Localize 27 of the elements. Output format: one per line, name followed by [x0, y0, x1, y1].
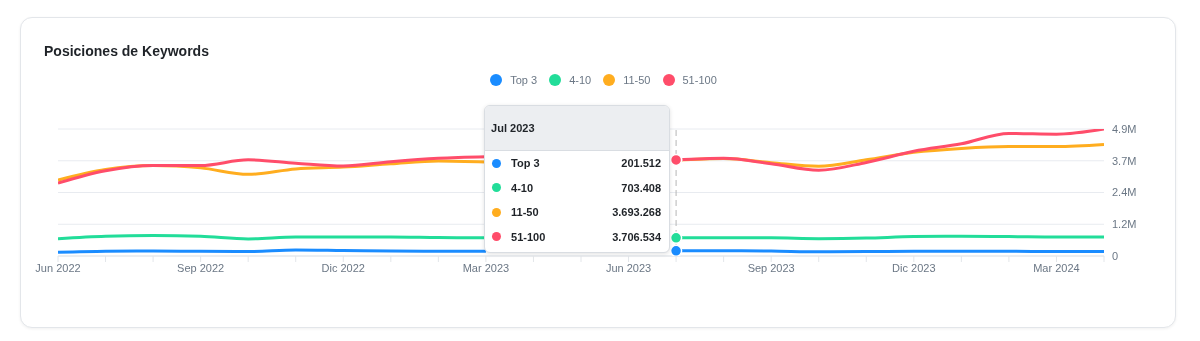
y-tick-label: 0 — [1112, 249, 1119, 262]
y-tick-label: 1.2M — [1112, 218, 1137, 231]
x-tick-label: Dic 2022 — [321, 261, 365, 274]
x-tick-label: Mar 2024 — [1033, 261, 1080, 274]
legend-label: Top 3 — [511, 157, 541, 170]
annotation: Jul 2023 — [485, 106, 670, 151]
x-tick-label: Sep 2022 — [177, 261, 225, 274]
x-tick-label: Dic 2023 — [892, 261, 936, 274]
annotation: 703.408 — [621, 181, 662, 194]
annotation: 201.512 — [621, 157, 662, 170]
chart-title: Posiciones de Keywords — [44, 43, 209, 59]
legend-label: 11-50 — [511, 206, 540, 219]
text: Top 3 — [510, 74, 538, 86]
y-tick-label: 4.9M — [1112, 122, 1137, 135]
x-tick-label: Jun 2023 — [605, 261, 652, 274]
x-tick-label: Jun 2022 — [35, 261, 81, 274]
y-tick-label: 3.7M — [1112, 154, 1137, 167]
text: 11-50 — [623, 74, 651, 86]
x-tick-label: Mar 2023 — [462, 261, 510, 274]
legend-label: 51-100 — [681, 74, 717, 86]
x-tick-label: Sep 2023 — [747, 261, 795, 274]
legend-label: 4-10 — [511, 181, 535, 194]
text: 51-100 — [511, 230, 546, 243]
annotation: 3.706.534 — [612, 230, 662, 243]
text: 4-10 — [569, 74, 592, 86]
y-tick-label: 2.4M — [1112, 186, 1137, 199]
annotation: 3.693.268 — [612, 206, 662, 219]
